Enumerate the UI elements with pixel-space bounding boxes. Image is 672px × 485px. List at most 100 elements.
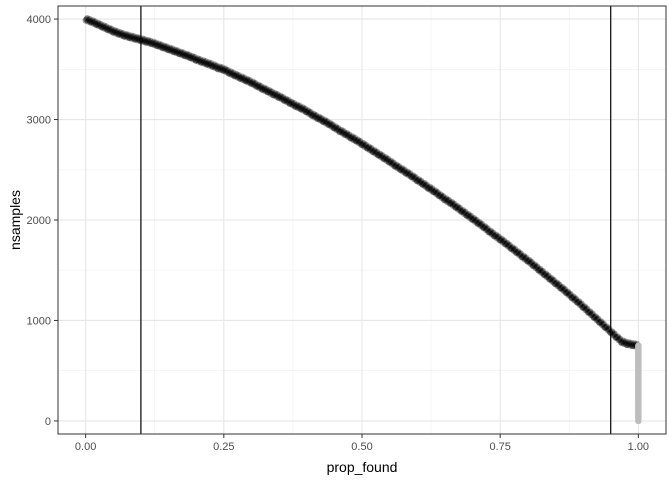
data-point — [417, 178, 424, 186]
data-point — [118, 31, 126, 38]
data-point — [439, 193, 446, 201]
data-point — [520, 252, 528, 260]
data-point — [479, 224, 487, 231]
x-tick-label: 0.50 — [351, 441, 372, 453]
data-point — [184, 53, 191, 61]
data-point — [614, 333, 622, 340]
data-point — [561, 285, 569, 293]
data-point — [570, 293, 577, 300]
data-point — [355, 139, 363, 147]
data-point — [169, 45, 176, 52]
data-point — [625, 339, 633, 346]
data-point — [213, 62, 220, 69]
data-point — [553, 279, 561, 286]
data-point — [364, 145, 371, 152]
data-point — [421, 179, 428, 187]
data-point — [413, 177, 420, 184]
data-point — [553, 280, 560, 287]
data-point — [270, 92, 277, 99]
x-axis-ticks: 0.00 0.25 0.50 0.75 1.00 — [75, 434, 649, 453]
data-point — [307, 108, 314, 116]
data-point — [403, 169, 411, 176]
data-point — [298, 106, 305, 113]
data-point — [498, 235, 505, 243]
data-point — [305, 110, 313, 118]
data-point — [161, 42, 168, 50]
data-point — [578, 300, 585, 307]
data-point — [323, 119, 330, 126]
data-point — [367, 145, 374, 153]
data-point — [200, 60, 208, 67]
data-point — [179, 50, 186, 58]
data-point — [537, 265, 544, 273]
data-point — [111, 27, 119, 34]
data-point — [113, 29, 120, 36]
data-point — [404, 168, 411, 176]
data-point — [155, 40, 163, 48]
data-point — [501, 240, 509, 248]
data-point — [313, 115, 321, 122]
data-point — [217, 66, 224, 74]
data-point — [579, 303, 586, 311]
data-point — [258, 86, 265, 93]
data-point — [138, 36, 145, 44]
data-point — [571, 296, 579, 303]
data-point — [215, 66, 222, 73]
data-point — [121, 33, 128, 40]
data-point — [193, 56, 201, 63]
data-point — [260, 85, 267, 92]
data-point — [240, 75, 247, 82]
data-point — [150, 38, 157, 46]
data-point — [410, 175, 418, 183]
data-point — [461, 209, 468, 216]
data-point — [449, 202, 457, 209]
data-point — [352, 137, 359, 145]
data-point — [103, 26, 111, 33]
data-point — [242, 78, 250, 85]
data-point — [133, 33, 141, 41]
data-point — [412, 174, 419, 181]
y-tick-label: 4000 — [27, 14, 51, 26]
data-point — [497, 236, 505, 243]
data-point — [196, 56, 204, 63]
data-point — [304, 108, 311, 115]
data-point — [268, 88, 276, 95]
data-point — [549, 277, 557, 285]
data-point — [349, 133, 356, 140]
data-point — [168, 46, 175, 54]
data-point — [616, 336, 623, 343]
data-point — [351, 134, 359, 142]
data-point — [249, 78, 257, 86]
data-point — [197, 59, 205, 66]
data-point — [478, 221, 485, 229]
data-point — [436, 192, 444, 199]
data-point — [373, 149, 380, 156]
data-point — [568, 294, 575, 301]
data-point — [381, 155, 389, 162]
data-point — [331, 125, 338, 132]
data-point — [584, 308, 592, 316]
data-point — [429, 188, 437, 195]
data-point — [87, 19, 95, 26]
data-point — [172, 46, 179, 54]
data-point — [435, 192, 442, 199]
data-point — [275, 94, 283, 102]
data-point — [149, 39, 156, 47]
y-tick-label: 3000 — [27, 115, 51, 127]
data-point — [234, 74, 241, 81]
data-point — [530, 262, 537, 270]
data-point — [209, 63, 216, 70]
data-point — [261, 87, 269, 95]
data-point — [114, 31, 122, 38]
data-point — [99, 23, 107, 30]
data-point — [87, 18, 94, 26]
data-point — [281, 97, 288, 105]
data-point — [237, 74, 245, 81]
data-point — [211, 61, 218, 68]
data-point — [134, 37, 141, 44]
data-point — [482, 226, 490, 234]
data-point — [191, 53, 198, 61]
data-point — [162, 44, 170, 52]
data-point — [226, 70, 233, 77]
